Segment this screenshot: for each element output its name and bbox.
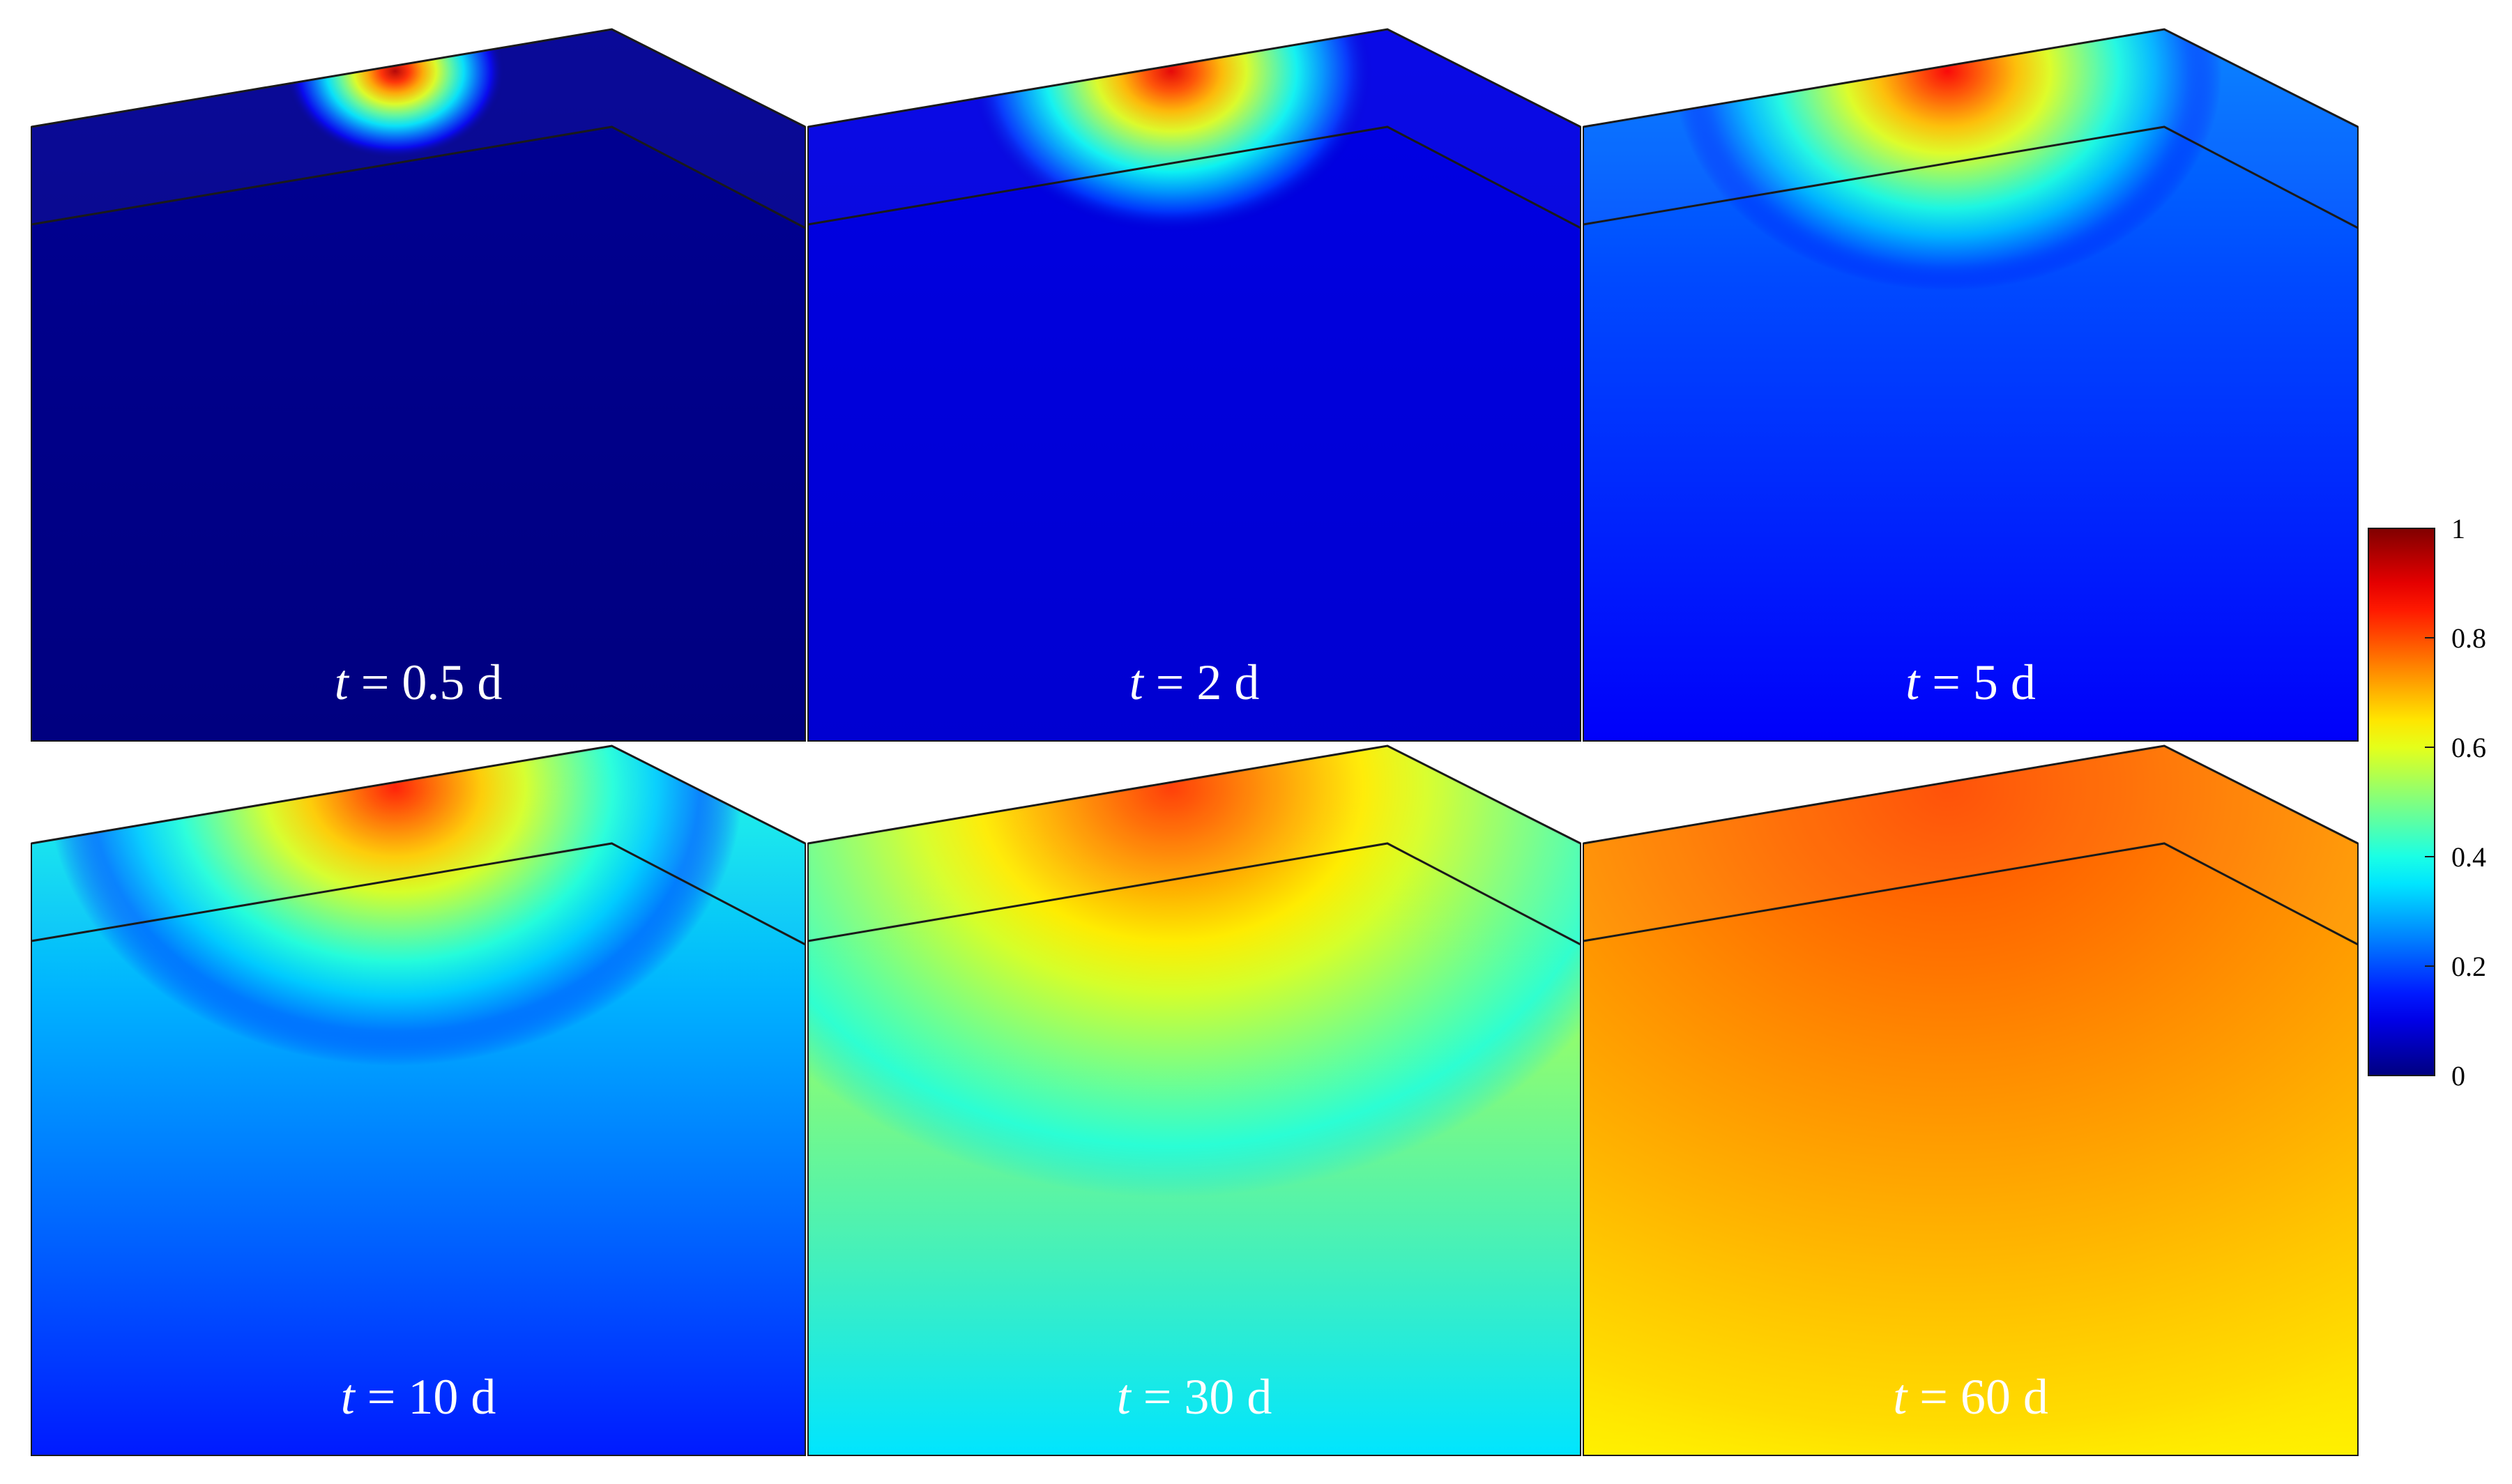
colorbar-tick-label: 0.2 bbox=[2451, 951, 2486, 982]
time-unit: d bbox=[1234, 1369, 1272, 1425]
colorbar: 0 0.2 0.4 0.6 0.8 1 bbox=[2368, 513, 2486, 1092]
contour-panel-6: t = 60 d bbox=[1583, 744, 2359, 1456]
panel-top-face bbox=[808, 746, 1581, 944]
panel-layer-edge bbox=[807, 125, 1581, 229]
panel-layer-edge bbox=[31, 842, 806, 946]
panel-time-label: t = 30 d bbox=[1117, 1369, 1272, 1425]
panel-time-label: t = 2 d bbox=[1129, 655, 1260, 710]
contour-panel-4: t = 10 d bbox=[31, 744, 806, 1456]
time-unit: d bbox=[1221, 655, 1259, 710]
panel-layer-edge bbox=[1583, 842, 2359, 946]
time-variable: t bbox=[1893, 1369, 1908, 1425]
time-value: 30 bbox=[1184, 1369, 1234, 1425]
time-value: 10 bbox=[408, 1369, 458, 1425]
panel-layer-edge bbox=[31, 125, 806, 229]
panel-plume-fill bbox=[808, 746, 1581, 1455]
panel-plume-fill bbox=[808, 29, 1581, 741]
time-equals: = bbox=[1131, 1369, 1185, 1425]
panel-top-face bbox=[31, 29, 805, 228]
panel-outline bbox=[31, 744, 806, 1456]
time-equals: = bbox=[355, 1369, 409, 1425]
time-variable: t bbox=[335, 655, 350, 710]
panel-plume-fill bbox=[1583, 29, 2358, 741]
panel-top-face bbox=[31, 746, 805, 944]
contour-panel-1: t = 0.5 d bbox=[31, 28, 806, 742]
time-value: 60 bbox=[1961, 1369, 2011, 1425]
time-variable: t bbox=[1117, 1369, 1132, 1425]
contour-panel-5: t = 30 d bbox=[807, 744, 1581, 1456]
colorbar-tick-label: 0 bbox=[2451, 1060, 2465, 1092]
time-equals: = bbox=[1143, 655, 1197, 710]
panel-time-label: t = 5 d bbox=[1905, 655, 2036, 710]
panel-time-label: t = 60 d bbox=[1893, 1369, 2048, 1425]
panel-plume-fill bbox=[31, 29, 805, 741]
panel-outline bbox=[1583, 744, 2359, 1456]
time-equals: = bbox=[1919, 655, 1973, 710]
time-equals: = bbox=[349, 655, 402, 710]
time-unit: d bbox=[464, 655, 502, 710]
panel-layer-edge bbox=[807, 842, 1581, 946]
time-variable: t bbox=[341, 1369, 356, 1425]
panel-outline bbox=[31, 28, 806, 742]
panel-top-face bbox=[1583, 746, 2358, 944]
time-unit: d bbox=[2011, 1369, 2048, 1425]
contour-panel-2: t = 2 d bbox=[807, 28, 1581, 742]
panel-top-face bbox=[1583, 29, 2358, 228]
time-unit: d bbox=[458, 1369, 496, 1425]
panel-outline bbox=[807, 744, 1581, 1456]
panel-time-label: t = 0.5 d bbox=[335, 655, 503, 710]
time-equals: = bbox=[1907, 1369, 1961, 1425]
colorbar-tick-label: 0.8 bbox=[2451, 622, 2486, 654]
panel-outline bbox=[807, 28, 1581, 742]
colorbar-tick-label: 0.4 bbox=[2451, 841, 2486, 873]
time-variable: t bbox=[1905, 655, 1921, 710]
panel-top-face bbox=[808, 29, 1581, 228]
colorbar-tick-label: 0.6 bbox=[2451, 732, 2486, 763]
panel-layer-edge bbox=[1583, 125, 2359, 229]
time-value: 0.5 bbox=[402, 655, 464, 710]
contour-panel-3: t = 5 d bbox=[1583, 28, 2359, 742]
colorbar-tick-label: 1 bbox=[2451, 513, 2465, 544]
panel-time-label: t = 10 d bbox=[341, 1369, 496, 1425]
panel-plume-fill bbox=[1583, 746, 2358, 1455]
time-variable: t bbox=[1129, 655, 1145, 710]
panel-outline bbox=[1583, 28, 2359, 742]
time-value: 2 bbox=[1196, 655, 1221, 710]
time-value: 5 bbox=[1973, 655, 1998, 710]
colorbar-gradient bbox=[2368, 528, 2435, 1076]
panel-plume-fill bbox=[31, 746, 805, 1455]
time-unit: d bbox=[1998, 655, 2036, 710]
